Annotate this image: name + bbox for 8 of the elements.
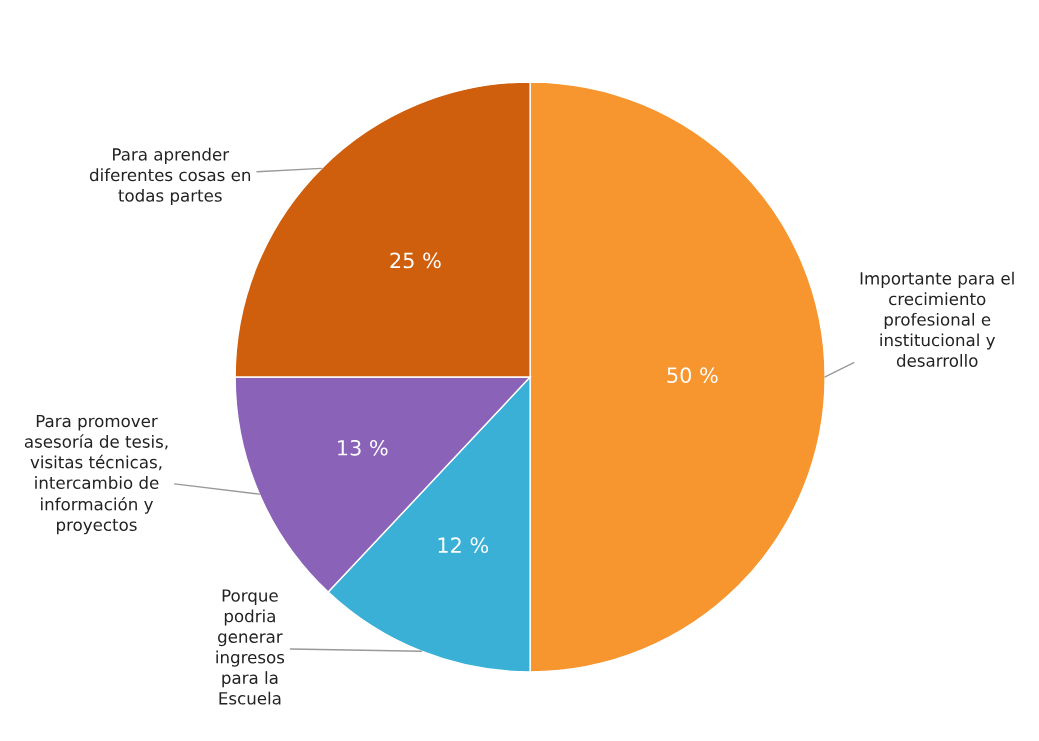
slice-label: Para aprender diferentes cosas en todas partes [89,147,251,206]
data-label: 50 % [667,367,718,384]
data-label: 12 % [438,537,489,554]
slice-label: Porque podria generar ingresos para la Escuela [216,589,285,705]
slice-label: Importante para el crecimiento profesional e institucional y desarrollo [860,271,1014,367]
slice-label: Para promover asesoría de tesis, visitas técnicas, intercambio de información y proyectos [24,414,168,535]
data-label: 13 % [338,439,388,456]
data-label: 25 % [390,252,441,269]
